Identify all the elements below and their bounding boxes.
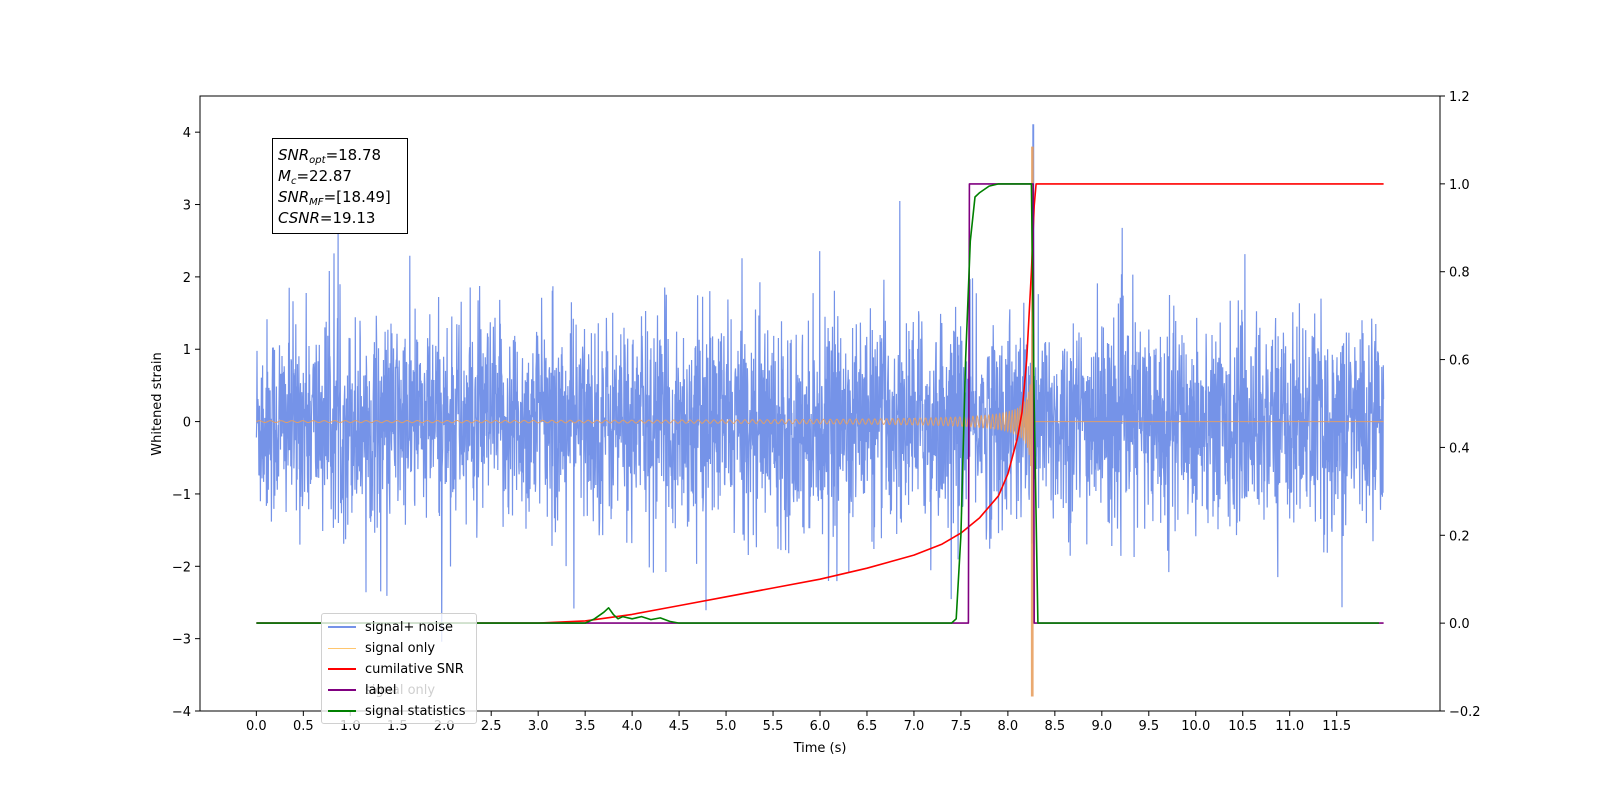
x-tick-label: 10.5 [1228, 719, 1257, 734]
x-tick-label: 10.0 [1181, 719, 1210, 734]
x-tick-label: 9.5 [1138, 719, 1159, 734]
legend-item-label: signal only label [328, 680, 436, 700]
legend-item-signal-noise: signal+ noise [328, 617, 453, 637]
y-tick-label: −1 [172, 488, 191, 503]
y2-tick-label: 0.8 [1449, 266, 1470, 281]
mc-annotation: Mc=22.87 [278, 167, 352, 187]
x-tick-label: 4.5 [669, 719, 690, 734]
x-tick-label: 6.0 [810, 719, 831, 734]
y2-tick-label: 0.2 [1449, 529, 1470, 544]
y2-tick-label: 1.2 [1449, 90, 1470, 105]
legend-label: signal statistics [365, 703, 466, 719]
y-axis-right: −0.2 0.0 0.2 0.4 0.6 0.8 1.0 1.2 [1440, 90, 1481, 720]
x-tick-label: 8.5 [1045, 719, 1066, 734]
legend-item-cumulative-snr: cumilative SNR [328, 659, 464, 679]
x-tick-label: 5.0 [716, 719, 737, 734]
x-tick-label: 4.0 [622, 719, 643, 734]
y2-tick-label: 0.6 [1449, 354, 1470, 369]
legend-swatch [328, 689, 356, 691]
x-tick-label: 7.0 [904, 719, 925, 734]
legend-swatch [328, 710, 356, 712]
y-tick-label: −4 [172, 705, 191, 720]
x-axis-label: Time (s) [793, 741, 847, 756]
y-tick-label: −2 [172, 560, 191, 575]
x-tick-label: 7.5 [951, 719, 972, 734]
series-cumulative-snr [256, 183, 1384, 624]
legend-swatch [328, 626, 356, 628]
snr-opt-annotation: SNRopt=18.78 [278, 146, 382, 166]
legend-item-signal-statistics: signal statistics [328, 701, 466, 721]
x-tick-label: 0.5 [293, 719, 314, 734]
x-tick-label: 3.0 [528, 719, 549, 734]
legend-swatch [328, 647, 356, 649]
series-signal-statistics [256, 183, 1379, 624]
legend-item-signal-only: signal only [328, 638, 435, 658]
x-tick-label: 0.0 [246, 719, 267, 734]
y2-tick-label: −0.2 [1449, 705, 1481, 720]
legend-swatch [328, 668, 356, 670]
x-tick-label: 5.5 [763, 719, 784, 734]
y-tick-label: 3 [183, 199, 191, 214]
legend-label: cumilative SNR [365, 661, 464, 677]
x-tick-label: 6.5 [857, 719, 878, 734]
y-tick-label: 4 [183, 126, 191, 141]
legend-label: signal only label [365, 682, 436, 698]
y2-tick-label: 0.4 [1449, 441, 1470, 456]
snr-mf-annotation: SNRMF=[18.49] [278, 188, 391, 208]
x-tick-label: 11.0 [1275, 719, 1304, 734]
x-tick-label: 8.0 [998, 719, 1019, 734]
legend-label: signal only [365, 640, 436, 656]
x-tick-label: 11.5 [1322, 719, 1351, 734]
series-signal-noise [255, 124, 1385, 642]
plot-area [255, 124, 1385, 697]
csnr-annotation: CSNR=19.13 [278, 209, 376, 227]
y-tick-label: 2 [183, 271, 191, 286]
y-tick-label: −3 [172, 633, 191, 648]
y-axis-left: −4 −3 −2 −1 0 1 2 3 4 [172, 126, 200, 720]
y-axis-label: Whitened strain [150, 352, 165, 455]
info-annotation-box: SNRopt=18.78 Mc=22.87 SNRMF=[18.49] CSNR… [272, 138, 408, 234]
x-tick-label: 3.5 [575, 719, 596, 734]
legend-label: signal+ noise [365, 619, 454, 635]
y-tick-label: 1 [183, 343, 191, 358]
y2-tick-label: 0.0 [1449, 617, 1470, 632]
y-tick-label: 0 [183, 416, 191, 431]
x-tick-label: 2.5 [481, 719, 502, 734]
y2-tick-label: 1.0 [1449, 178, 1470, 193]
series-signal-only [256, 146, 1384, 697]
legend: signal+ noise signal only cumilative SNR… [321, 613, 477, 724]
legend-ghost-label: signal only [365, 682, 436, 698]
x-tick-label: 9.0 [1091, 719, 1112, 734]
